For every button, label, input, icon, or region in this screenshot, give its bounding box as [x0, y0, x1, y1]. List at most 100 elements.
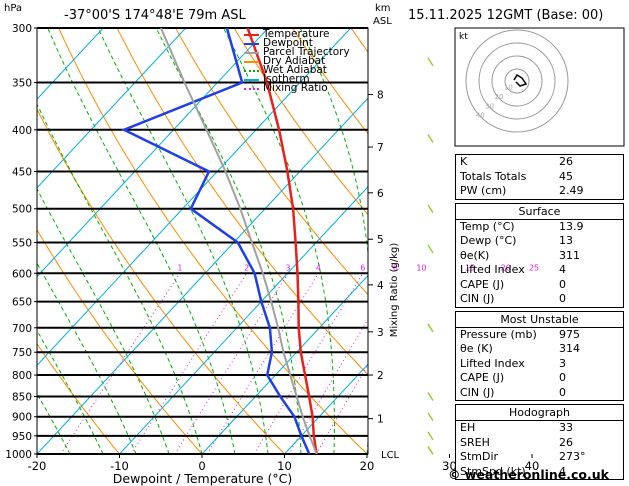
hodograph-ring	[465, 29, 569, 133]
km-tick-label: 8	[377, 89, 384, 101]
pressure-tick-label: 550	[12, 237, 32, 249]
mixing-ratio-line	[253, 273, 364, 454]
km-tick-label: 3	[377, 327, 384, 339]
index-row: θe (K) 314	[456, 342, 623, 357]
dry-adiabat-line	[37, 228, 203, 454]
isotherm-line	[37, 28, 352, 367]
pressure-tick-label: 700	[12, 323, 32, 335]
hodograph-ring	[504, 68, 530, 94]
legend-swatch	[244, 51, 259, 54]
hodograph-ring-label: 30	[485, 102, 494, 110]
index-row: CIN (J) 0	[456, 386, 623, 401]
pressure-tick-label: 850	[12, 391, 32, 403]
temperature-tick-label: 40	[525, 459, 540, 473]
index-label: θe (K)	[460, 342, 493, 355]
legend-label: Temperature	[263, 28, 330, 40]
isotherm-line	[37, 28, 187, 189]
mixing-ratio-label: 4	[316, 263, 321, 272]
wind-barb	[427, 412, 434, 422]
most-unstable-block: Most Unstable Pressure (mb) 975 θe (K) 314 L…	[455, 310, 624, 401]
index-label: Pressure (mb)	[460, 327, 537, 341]
wind-barb	[427, 446, 434, 455]
mixing-ratio-line	[60, 273, 181, 454]
km-tick-label: 7	[377, 142, 384, 154]
legend-swatch	[244, 78, 259, 81]
most-unstable-header: Most Unstable	[456, 312, 623, 328]
index-value: 311	[559, 248, 580, 262]
index-value: 26	[559, 155, 573, 168]
legend-item: Dry Adiabat	[244, 56, 350, 66]
isotherm-line	[201, 274, 368, 454]
chart-legend: Temperature Dewpoint Parcel Trajectory Dry …	[244, 28, 350, 94]
index-value: 3	[559, 356, 566, 370]
hodograph-unit-label: kt	[459, 32, 468, 42]
index-row: CAPE (J) 0	[456, 278, 623, 293]
legend-label: Mixing Ratio	[263, 82, 328, 94]
legend-swatch	[244, 42, 259, 45]
dry-adiabat-line	[58, 28, 368, 454]
parcel-trajectory-line	[159, 28, 318, 454]
index-value: 0	[559, 371, 566, 384]
index-label: StmDir	[460, 450, 499, 463]
index-label: SREH	[460, 435, 490, 449]
index-label: StmSpd (kt)	[460, 464, 526, 478]
index-value: 33	[559, 421, 573, 434]
mixing-ratio-label: 1	[177, 263, 182, 272]
legend-label: Wet Adiabat	[263, 64, 327, 76]
legend-item: Wet Adiabat	[244, 64, 350, 76]
index-row: CAPE (J) 0	[456, 371, 623, 386]
legend-label: Isotherm	[263, 73, 310, 85]
mixing-ratio-label: 2	[244, 263, 249, 272]
index-value: 975	[559, 327, 580, 341]
pressure-tick-label: 350	[12, 78, 32, 90]
mixing-ratio-axis-label: Mixing Ratio (g/kg)	[389, 243, 400, 338]
temperature-tick-label: 0	[198, 459, 205, 473]
km-tick-label: 5	[377, 234, 384, 246]
mixing-ratio-label: 15	[465, 263, 475, 272]
index-row: K 26	[456, 155, 623, 170]
location-title: -37°00'S 174°48'E 79m ASL	[64, 8, 246, 23]
temperature-tick-label: 20	[360, 459, 375, 473]
index-label: CAPE (J)	[460, 277, 505, 291]
pressure-tick-label: 800	[12, 370, 32, 382]
hodograph-block: Hodograph EH 33 SREH 26 StmDir 273° StmSpd (kt…	[455, 404, 624, 480]
index-label: K	[460, 155, 468, 168]
asl-label: ASL	[373, 16, 392, 27]
dry-adiabat-line	[37, 342, 120, 454]
wet-adiabat-line	[47, 28, 236, 454]
hodograph-trace	[513, 73, 528, 87]
index-row: Dewp (°C) 13	[456, 234, 623, 249]
pressure-tick-label: 750	[12, 347, 32, 359]
km-tick-label: 4	[377, 280, 384, 292]
index-label: CIN (J)	[460, 292, 495, 305]
datetime-title: 15.11.2025 12GMT (Base: 00)	[408, 8, 604, 23]
index-row: StmDir 273°	[456, 450, 623, 465]
surface-header: Surface	[456, 204, 623, 220]
legend-item: Temperature	[244, 28, 350, 40]
dry-adiabat-line	[175, 28, 368, 296]
wind-barb	[427, 134, 434, 143]
index-value: 45	[559, 169, 573, 183]
legend-item: Dewpoint	[244, 38, 350, 48]
mixing-ratio-line	[315, 363, 368, 454]
index-value: 314	[559, 342, 580, 355]
index-value: 0	[559, 277, 566, 291]
legend-label: Parcel Trajectory	[263, 46, 350, 58]
temperature-tick-label: 30	[442, 459, 457, 473]
hodograph-ring-label: 40	[476, 112, 485, 120]
mixing-ratio-label: 8	[393, 263, 398, 272]
legend-item: Mixing Ratio	[244, 82, 350, 94]
index-label: Temp (°C)	[460, 219, 515, 233]
index-value: 13	[559, 234, 573, 247]
pressure-tick-label: 650	[12, 297, 32, 309]
hodograph-frame	[454, 27, 625, 147]
pressure-tick-label: 600	[12, 268, 32, 280]
index-value: 13.9	[559, 219, 584, 233]
hodograph-ring-label: 10	[504, 84, 513, 92]
pressure-tick-label: 450	[12, 166, 32, 178]
pressure-tick-label: 300	[12, 23, 32, 35]
index-row: θe(K) 311	[456, 249, 623, 264]
index-row: Pressure (mb) 975	[456, 328, 623, 343]
pressure-tick-label: 1000	[5, 449, 32, 461]
